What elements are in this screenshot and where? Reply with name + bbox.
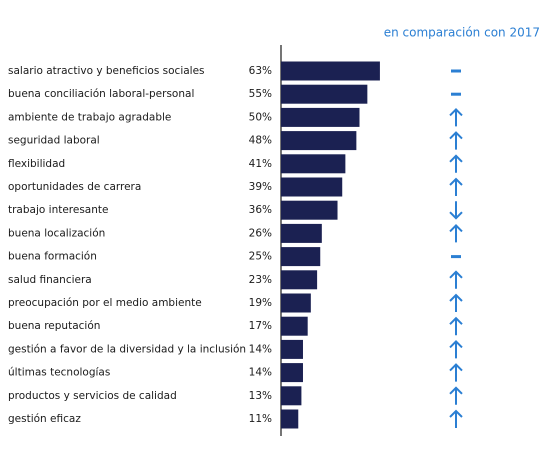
value-label: 11% <box>249 413 272 425</box>
trend-up <box>449 223 463 243</box>
trend-up <box>449 409 463 428</box>
category-label: buena conciliación laboral-personal <box>8 88 194 100</box>
category-label: gestión eficaz <box>8 413 81 425</box>
category-label: trabajo interesante <box>8 204 108 216</box>
category-label: buena reputación <box>8 320 100 332</box>
value-label: 41% <box>249 158 272 170</box>
value-label: 50% <box>249 111 272 123</box>
trend-flat <box>451 69 461 73</box>
category-label: ambiente de trabajo agradable <box>8 111 171 123</box>
bar <box>281 131 357 151</box>
category-label: salud financiera <box>8 274 92 286</box>
bar <box>281 293 311 313</box>
trend-up <box>449 293 463 312</box>
category-label: buena localización <box>8 227 105 239</box>
bar <box>281 247 321 267</box>
bar <box>281 177 343 197</box>
trend-up <box>449 131 463 150</box>
trend-up <box>449 107 463 127</box>
category-label: productos y servicios de calidad <box>8 390 177 402</box>
category-label: buena formación <box>8 251 97 263</box>
chart-title: en comparación con 2017 <box>384 26 540 40</box>
bar <box>281 409 299 429</box>
trend-up <box>449 386 463 405</box>
bar <box>281 316 308 336</box>
category-label: flexibilidad <box>8 158 65 170</box>
bar <box>281 270 318 290</box>
value-label: 39% <box>249 181 272 193</box>
bar <box>281 223 322 243</box>
value-label: 25% <box>249 251 272 263</box>
bar <box>281 339 303 359</box>
value-label: 48% <box>249 135 272 147</box>
bar <box>281 154 346 174</box>
trend-up <box>449 154 463 173</box>
value-label: 13% <box>249 390 272 402</box>
category-label: seguridad laboral <box>8 135 100 147</box>
bar <box>281 363 303 383</box>
value-label: 26% <box>249 227 272 239</box>
value-label: 63% <box>249 65 272 77</box>
trend-flat <box>451 255 461 259</box>
value-label: 19% <box>249 297 272 309</box>
value-label: 55% <box>249 88 272 100</box>
category-label: preocupación por el medio ambiente <box>8 297 202 309</box>
trend-up <box>449 339 463 359</box>
trend-up <box>449 316 463 336</box>
trend-up <box>449 177 463 196</box>
trend-down <box>449 201 463 220</box>
trend-up <box>449 363 463 382</box>
value-label: 14% <box>249 343 272 355</box>
value-label: 36% <box>249 204 272 216</box>
bar <box>281 61 380 81</box>
category-label: últimas tecnologías <box>8 367 110 379</box>
value-label: 23% <box>249 274 272 286</box>
bar <box>281 107 360 127</box>
category-label: salario atractivo y beneficios sociales <box>8 65 205 77</box>
value-label: 14% <box>249 367 272 379</box>
trend-up <box>449 270 463 289</box>
category-label: oportunidades de carrera <box>8 181 141 193</box>
bar <box>281 386 302 406</box>
value-label: 17% <box>249 320 272 332</box>
trend-flat <box>451 92 461 96</box>
category-label: gestión a favor de la diversidad y la in… <box>8 343 246 355</box>
bar <box>281 200 338 220</box>
bar <box>281 84 368 104</box>
